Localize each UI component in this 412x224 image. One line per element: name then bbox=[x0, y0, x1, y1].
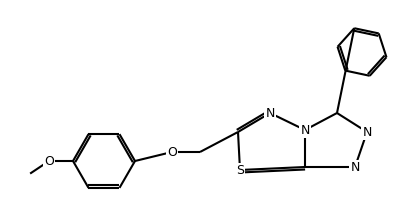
Text: O: O bbox=[44, 155, 54, 168]
Text: N: N bbox=[362, 125, 372, 138]
Text: O: O bbox=[167, 146, 177, 159]
Text: N: N bbox=[265, 106, 275, 119]
Text: N: N bbox=[300, 123, 310, 136]
Text: N: N bbox=[350, 161, 360, 174]
Text: S: S bbox=[236, 164, 244, 177]
